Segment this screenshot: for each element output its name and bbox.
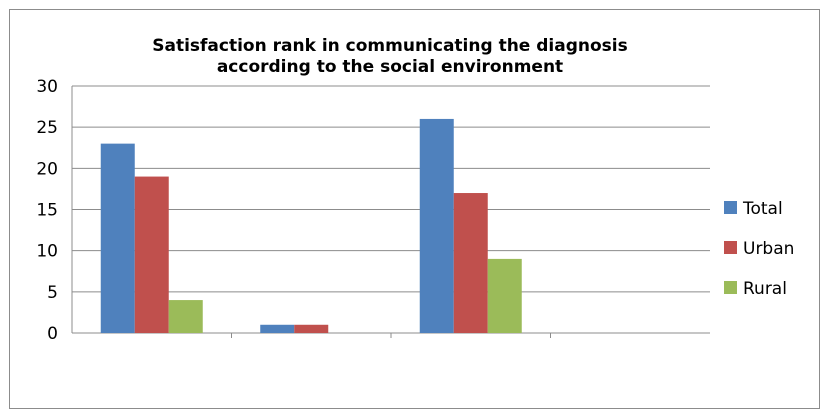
legend-label-urban: Urban (743, 239, 794, 259)
legend-label-rural: Rural (743, 279, 787, 299)
legend-swatch-total (724, 201, 737, 214)
legend-swatch-urban (724, 241, 737, 254)
bar-urban-0 (134, 176, 169, 333)
legend-label-total: Total (742, 199, 783, 219)
chart-title-line2: according to the social environment (216, 57, 564, 77)
bar-total-2 (419, 118, 454, 333)
legend-swatch-rural (724, 281, 737, 294)
bar-rural-2 (487, 258, 522, 333)
bar-total-0 (100, 143, 135, 333)
y-tick-label-20: 20 (36, 159, 58, 179)
bar-total-1 (260, 324, 295, 333)
bar-urban-2 (453, 193, 488, 333)
y-tick-label-0: 0 (47, 324, 58, 344)
y-tick-label-5: 5 (47, 283, 58, 303)
y-tick-label-15: 15 (36, 201, 58, 221)
bar-urban-1 (294, 324, 329, 333)
y-tick-label-30: 30 (36, 77, 58, 97)
chart-title-line1: Satisfaction rank in communicating the d… (152, 36, 628, 56)
y-tick-label-10: 10 (36, 242, 58, 262)
y-tick-label-25: 25 (36, 118, 58, 138)
bar-rural-0 (168, 300, 203, 333)
